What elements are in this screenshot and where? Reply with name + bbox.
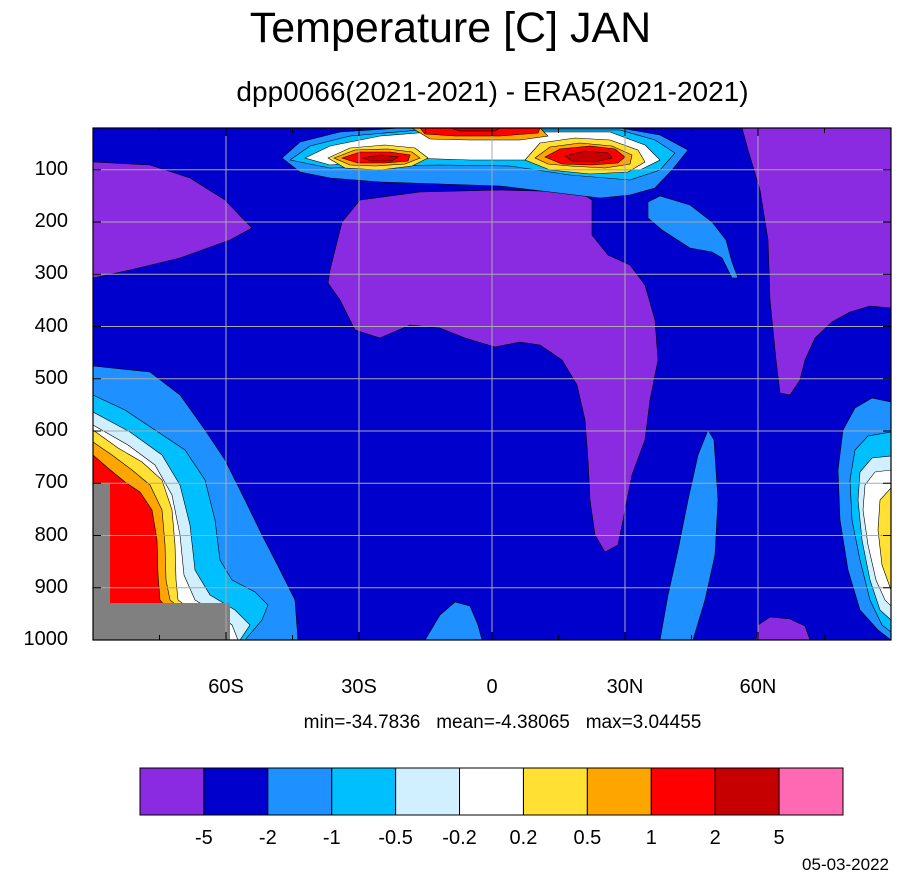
y-tick-label: 800	[34, 523, 68, 546]
colorbar-box	[522, 767, 588, 816]
colorbar-box	[267, 767, 333, 816]
x-tick-label: 60N	[739, 676, 777, 698]
colorbar-label: -0.2	[442, 827, 477, 849]
x-tick-label: 60S	[208, 676, 244, 698]
contour-blue-tongue	[647, 195, 739, 279]
stat-max: max=3.04455	[585, 712, 702, 733]
x-tick-label: 30N	[606, 676, 644, 698]
contour-red-left	[93, 454, 221, 640]
contour-blue-bump	[424, 601, 483, 640]
y-tick-label: 300	[34, 262, 68, 285]
y-tick-label: 200	[34, 210, 68, 233]
colorbar-label: 0.2	[509, 827, 538, 849]
statistics-line: min=-34.7836 mean=-4.38065 max=3.04455	[0, 712, 901, 734]
colorbar-box	[395, 767, 461, 816]
chart-subtitle: dpp0066(2021-2021) - ERA5(2021-2021)	[236, 76, 749, 107]
contour-darkred-top-left	[361, 154, 399, 162]
colorbar-label: -2	[258, 827, 277, 849]
y-tick-label: 700	[34, 471, 68, 494]
colorbar-label: 1	[645, 827, 657, 849]
colorbar-box	[650, 767, 716, 816]
colorbar-label: 5	[773, 827, 785, 849]
colorbar	[139, 767, 844, 816]
contour-purple-right	[741, 128, 891, 396]
colorbar-label: -0.5	[378, 827, 413, 849]
colorbar-label: -1	[322, 827, 341, 849]
contour-darkred-top-center	[449, 128, 501, 132]
y-tick-label: 400	[34, 314, 68, 337]
contour-yellow-right	[877, 487, 891, 591]
colorbar-label: -5	[195, 827, 213, 849]
creation-date: 05-03-2022	[802, 855, 889, 874]
y-tick-label: 100	[34, 157, 68, 180]
y-tick-label: 1000	[23, 628, 69, 650]
contour-darkred-top-right	[564, 150, 613, 163]
colorbar-box	[459, 767, 524, 816]
colorbar-label: 2	[709, 827, 721, 849]
contour-purple-center	[327, 189, 659, 553]
x-tick-label: 30S	[341, 676, 377, 698]
axis-ticks	[93, 128, 891, 641]
stat-min: min=-34.7836	[303, 712, 421, 733]
y-tick-label: 600	[34, 419, 68, 442]
colorbar-label: 0.5	[573, 827, 602, 849]
colorbar-box	[586, 767, 652, 816]
y-tick-label: 900	[34, 575, 68, 598]
contour-red-top-center	[419, 128, 541, 137]
missing-data-mask	[93, 484, 230, 640]
stat-mean: mean=-4.38065	[436, 712, 570, 733]
grid-lines	[93, 128, 891, 640]
colorbar-box	[331, 767, 397, 816]
colorbar-box	[203, 767, 269, 816]
chart-title: Temperature [C] JAN	[249, 4, 652, 52]
x-tick-label: 0	[486, 676, 498, 698]
contour-field	[93, 128, 891, 640]
colorbar-box	[139, 767, 205, 816]
colorbar-box	[778, 767, 844, 816]
colorbar-box	[714, 767, 780, 816]
y-tick-label: 500	[34, 366, 68, 389]
